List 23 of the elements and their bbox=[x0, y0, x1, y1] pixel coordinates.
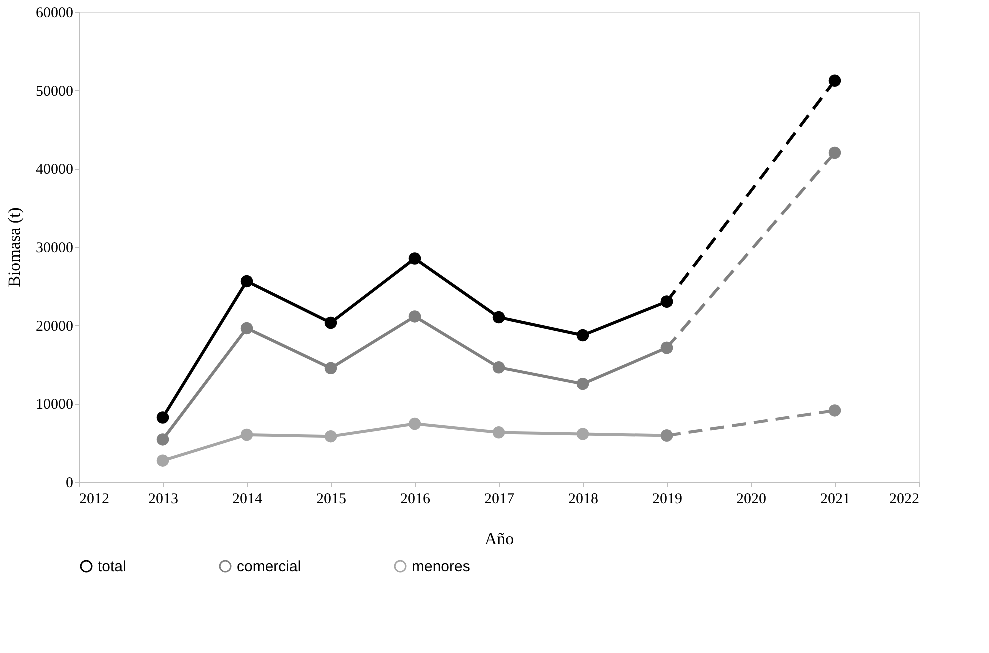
y-tick-label: 0 bbox=[66, 476, 74, 492]
x-tick-label: 2018 bbox=[568, 492, 598, 508]
x-tick-label: 2021 bbox=[820, 492, 850, 508]
x-tick-label: 2022 bbox=[890, 492, 920, 508]
legend-label: comercial bbox=[237, 558, 302, 576]
x-tick-label: 2020 bbox=[736, 492, 766, 508]
x-tick-label: 2019 bbox=[652, 492, 682, 508]
y-tick-label: 40000 bbox=[36, 162, 74, 178]
y-axis-title: Biomasa (t) bbox=[5, 208, 24, 288]
x-tick-label: 2012 bbox=[80, 492, 110, 508]
x-tick-label: 2013 bbox=[148, 492, 178, 508]
y-tick-label: 50000 bbox=[36, 84, 74, 100]
x-tick-label: 2015 bbox=[316, 492, 346, 508]
legend-label: menores bbox=[412, 558, 470, 576]
y-tick-label: 10000 bbox=[36, 397, 74, 414]
x-tick-label: 2016 bbox=[400, 492, 431, 508]
y-tick-label: 30000 bbox=[36, 240, 74, 256]
x-axis-title: Año bbox=[484, 530, 514, 548]
y-tick-label: 20000 bbox=[36, 318, 74, 335]
x-tick-label: 2017 bbox=[484, 492, 515, 508]
legend-label: total bbox=[98, 558, 126, 576]
y-tick-label: 60000 bbox=[36, 6, 74, 22]
x-tick-label: 2014 bbox=[232, 492, 263, 508]
